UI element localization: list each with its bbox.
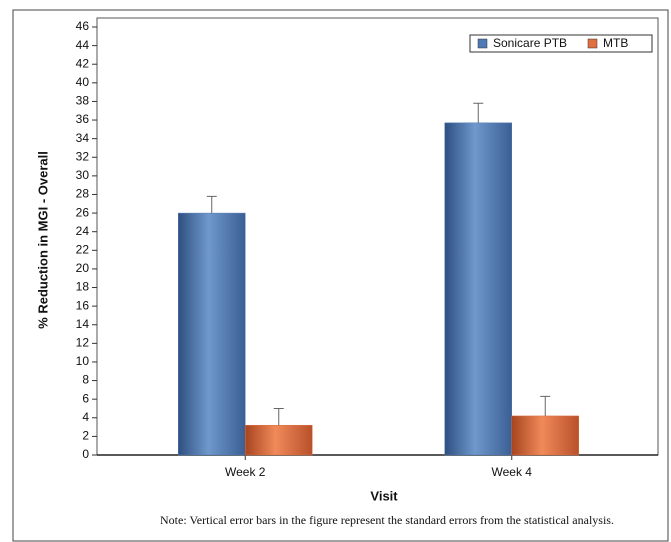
bar [178, 212, 246, 456]
y-tick-label: 4 [82, 410, 89, 424]
x-axis-label: Visit [370, 488, 398, 503]
frame [12, 9, 669, 542]
y-tick-label: 40 [76, 75, 90, 89]
error-bar [540, 395, 551, 416]
y-axis-label: % Reduction in MGI - Overall [35, 151, 50, 329]
error-bar [206, 195, 217, 214]
y-tick-label: 34 [76, 131, 90, 145]
bar [511, 415, 579, 456]
y-tick-label: 22 [76, 242, 90, 256]
y-tick-label: 14 [76, 317, 90, 331]
y-tick-label: 32 [76, 149, 90, 163]
x-tick-label: Week 4 [492, 465, 533, 479]
bar [245, 424, 313, 456]
bar [444, 122, 512, 456]
y-tick-label: 16 [76, 298, 90, 312]
y-tick-label: 46 [76, 19, 90, 33]
note: Note: Vertical error bars in the figure … [160, 513, 614, 527]
y-tick-label: 28 [76, 187, 90, 201]
legend-box [469, 34, 653, 53]
y-tick-label: 12 [76, 336, 90, 350]
y-tick-label: 38 [76, 94, 90, 108]
legend-label: MTB [603, 36, 628, 50]
y-tick-label: 8 [82, 373, 89, 387]
error-bar [473, 102, 484, 123]
y-tick-label: 2 [82, 429, 89, 443]
y-tick-label: 44 [76, 38, 90, 52]
legend-swatch [477, 38, 488, 49]
y-tick-label: 42 [76, 56, 90, 70]
y-tick-label: 10 [76, 354, 90, 368]
legend-label: Sonicare PTB [493, 36, 567, 50]
y-tick-label: 26 [76, 205, 90, 219]
y-tick-label: 0 [82, 447, 89, 461]
y-tick-label: 24 [76, 224, 90, 238]
x-tick-label: Week 2 [225, 465, 266, 479]
legend-swatch [587, 38, 598, 49]
y-tick-label: 30 [76, 168, 90, 182]
y-tick-label: 20 [76, 261, 90, 275]
error-bar [273, 407, 284, 426]
y-tick-label: 36 [76, 112, 90, 126]
y-tick-label: 18 [76, 280, 90, 294]
y-tick-label: 6 [82, 391, 89, 405]
